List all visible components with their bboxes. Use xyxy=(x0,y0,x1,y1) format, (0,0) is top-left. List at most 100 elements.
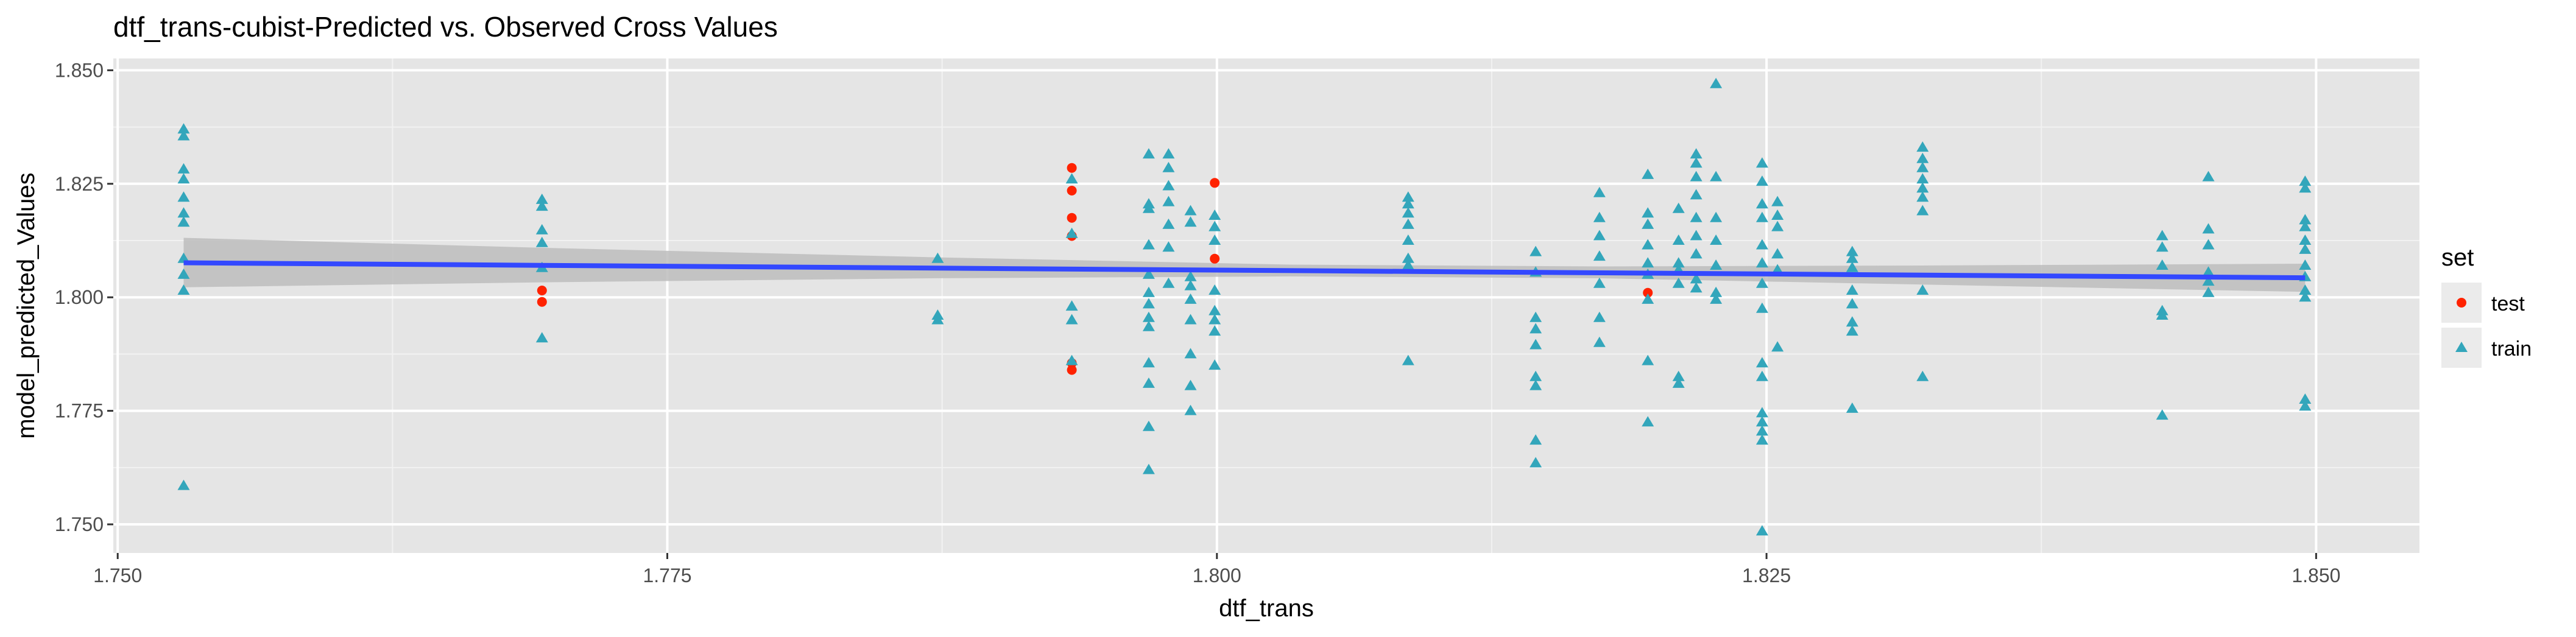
y-axis: 1.750 1.775 1.800 1.825 1.850 xyxy=(55,59,113,535)
point-train xyxy=(1690,171,1703,181)
point-train xyxy=(2299,220,2312,231)
point-train xyxy=(1710,211,1723,222)
point-train xyxy=(1710,293,1723,304)
point-train xyxy=(1916,205,1929,216)
point-train xyxy=(1771,341,1784,352)
point-train xyxy=(2299,175,2312,186)
point-train xyxy=(1530,434,1542,445)
point-train xyxy=(1162,180,1175,191)
point-train xyxy=(1916,182,1929,193)
point-train xyxy=(1593,230,1606,241)
point-train xyxy=(1710,259,1723,270)
point-train xyxy=(1846,325,1858,336)
y-tick-label: 1.750 xyxy=(55,513,104,535)
point-train xyxy=(1846,298,1858,309)
point-train xyxy=(177,123,190,134)
point-train xyxy=(2299,214,2312,225)
point-train xyxy=(1756,302,1768,313)
point-train xyxy=(1756,416,1768,427)
point-train xyxy=(1209,220,1221,231)
point-train xyxy=(1142,298,1155,309)
legend-symbol-train xyxy=(2455,342,2468,352)
point-train xyxy=(1162,148,1175,159)
point-train xyxy=(1690,157,1703,168)
point-train xyxy=(1209,359,1221,370)
legend-title: set xyxy=(2441,244,2474,271)
point-train xyxy=(1530,323,1542,334)
point-train xyxy=(1209,284,1221,295)
point-train xyxy=(1846,402,1858,413)
point-train xyxy=(2156,230,2168,241)
point-train xyxy=(2202,286,2215,297)
point-train xyxy=(177,130,190,141)
point-train xyxy=(1642,168,1654,179)
x-tick-label: 1.750 xyxy=(93,565,142,586)
point-train xyxy=(1642,354,1654,365)
point-train xyxy=(1710,171,1723,181)
point-train xyxy=(1184,293,1197,304)
point-train xyxy=(1162,218,1175,229)
point-train xyxy=(1402,191,1414,202)
point-train xyxy=(535,200,548,211)
chart-title: dtf_trans-cubist-Predicted vs. Observed … xyxy=(113,11,778,43)
regression-line xyxy=(183,260,2306,281)
point-train xyxy=(1142,357,1155,368)
legend-label-train: train xyxy=(2491,337,2532,361)
point-train xyxy=(1530,370,1542,381)
confidence-band xyxy=(183,238,2306,292)
point-train xyxy=(931,252,944,263)
point-train xyxy=(1065,227,1078,238)
point-train xyxy=(1642,207,1654,218)
point-train xyxy=(1065,314,1078,325)
point-train xyxy=(1142,202,1155,213)
point-train xyxy=(1756,525,1768,536)
point-train xyxy=(177,268,190,279)
point-train xyxy=(2156,259,2168,270)
point-train xyxy=(1142,268,1155,279)
point-train xyxy=(1162,277,1175,288)
point-train xyxy=(1209,314,1221,325)
plot-panel xyxy=(113,58,2419,553)
x-axis-label: dtf_trans xyxy=(1219,595,1314,622)
point-train xyxy=(1846,284,1858,295)
point-train xyxy=(1184,216,1197,227)
point-train xyxy=(1402,354,1414,365)
legend-label-test: test xyxy=(2491,292,2525,315)
point-train xyxy=(1642,257,1654,268)
point-train xyxy=(931,314,944,325)
point-train xyxy=(1402,218,1414,229)
point-train xyxy=(1771,220,1784,231)
point-train xyxy=(1209,209,1221,220)
point-train xyxy=(1593,311,1606,322)
point-train xyxy=(1162,161,1175,172)
point-train xyxy=(1690,230,1703,241)
y-tick-label: 1.825 xyxy=(55,173,104,195)
point-train xyxy=(1690,282,1703,293)
point-train xyxy=(1690,248,1703,259)
x-tick-label: 1.825 xyxy=(1742,565,1791,586)
point-train xyxy=(177,284,190,295)
point-train xyxy=(2156,409,2168,420)
point-train xyxy=(1402,198,1414,209)
point-test xyxy=(1067,213,1077,223)
point-train xyxy=(1530,379,1542,390)
point-train xyxy=(1593,211,1606,222)
point-test xyxy=(1210,253,1220,264)
point-train xyxy=(1593,336,1606,347)
point-train xyxy=(1756,157,1768,168)
y-tick-label: 1.850 xyxy=(55,59,104,81)
point-train xyxy=(535,236,548,247)
point-train xyxy=(1142,239,1155,250)
point-test xyxy=(1067,186,1077,195)
y-axis-label: model_predicted_Values xyxy=(13,172,40,438)
point-train xyxy=(1690,273,1703,284)
point-train xyxy=(2299,291,2312,302)
point-train xyxy=(1846,245,1858,256)
point-train xyxy=(1771,195,1784,206)
point-train xyxy=(1184,205,1197,216)
point-train xyxy=(1209,304,1221,315)
point-train xyxy=(1690,189,1703,200)
point-train xyxy=(1402,259,1414,270)
